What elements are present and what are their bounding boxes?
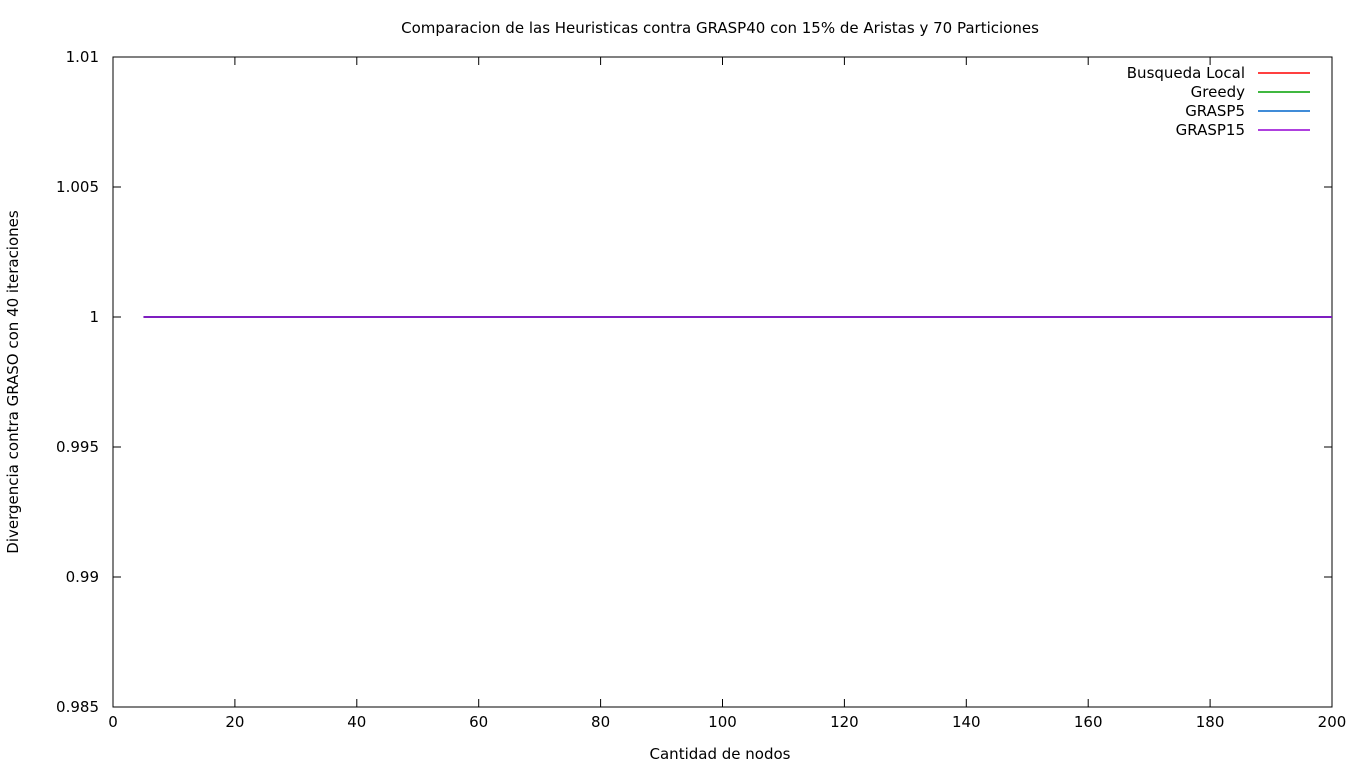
legend-label: Greedy — [1191, 83, 1245, 101]
x-axis-title: Cantidad de nodos — [650, 745, 791, 763]
x-tick-label: 60 — [469, 713, 488, 731]
x-tick-label: 200 — [1318, 713, 1347, 731]
x-tick-label: 120 — [830, 713, 859, 731]
y-tick-label: 0.995 — [56, 438, 99, 456]
x-axis: 0 20 40 60 80 100 120 140 160 180 200 — [108, 57, 1346, 731]
y-tick-label: 1 — [89, 308, 99, 326]
x-tick-label: 0 — [108, 713, 118, 731]
y-tick-label: 1.01 — [66, 48, 99, 66]
x-tick-label: 180 — [1196, 713, 1225, 731]
x-tick-label: 140 — [952, 713, 981, 731]
x-tick-label: 100 — [708, 713, 737, 731]
legend-label: GRASP15 — [1176, 121, 1245, 139]
y-tick-label: 1.005 — [56, 178, 99, 196]
plot-area — [112, 56, 1333, 708]
y-axis: 0.985 0.99 0.995 1 1.005 1.01 — [56, 48, 1332, 716]
x-tick-label: 20 — [225, 713, 244, 731]
x-tick-label: 40 — [347, 713, 366, 731]
legend-label: Busqueda Local — [1127, 64, 1245, 82]
legend-label: GRASP5 — [1185, 102, 1245, 120]
x-tick-label: 80 — [591, 713, 610, 731]
x-tick-label: 160 — [1074, 713, 1103, 731]
y-axis-title: Divergencia contra GRASO con 40 iteracio… — [4, 210, 22, 554]
y-tick-label: 0.985 — [56, 698, 99, 716]
chart-title: Comparacion de las Heuristicas contra GR… — [401, 19, 1039, 37]
y-tick-label: 0.99 — [66, 568, 99, 586]
